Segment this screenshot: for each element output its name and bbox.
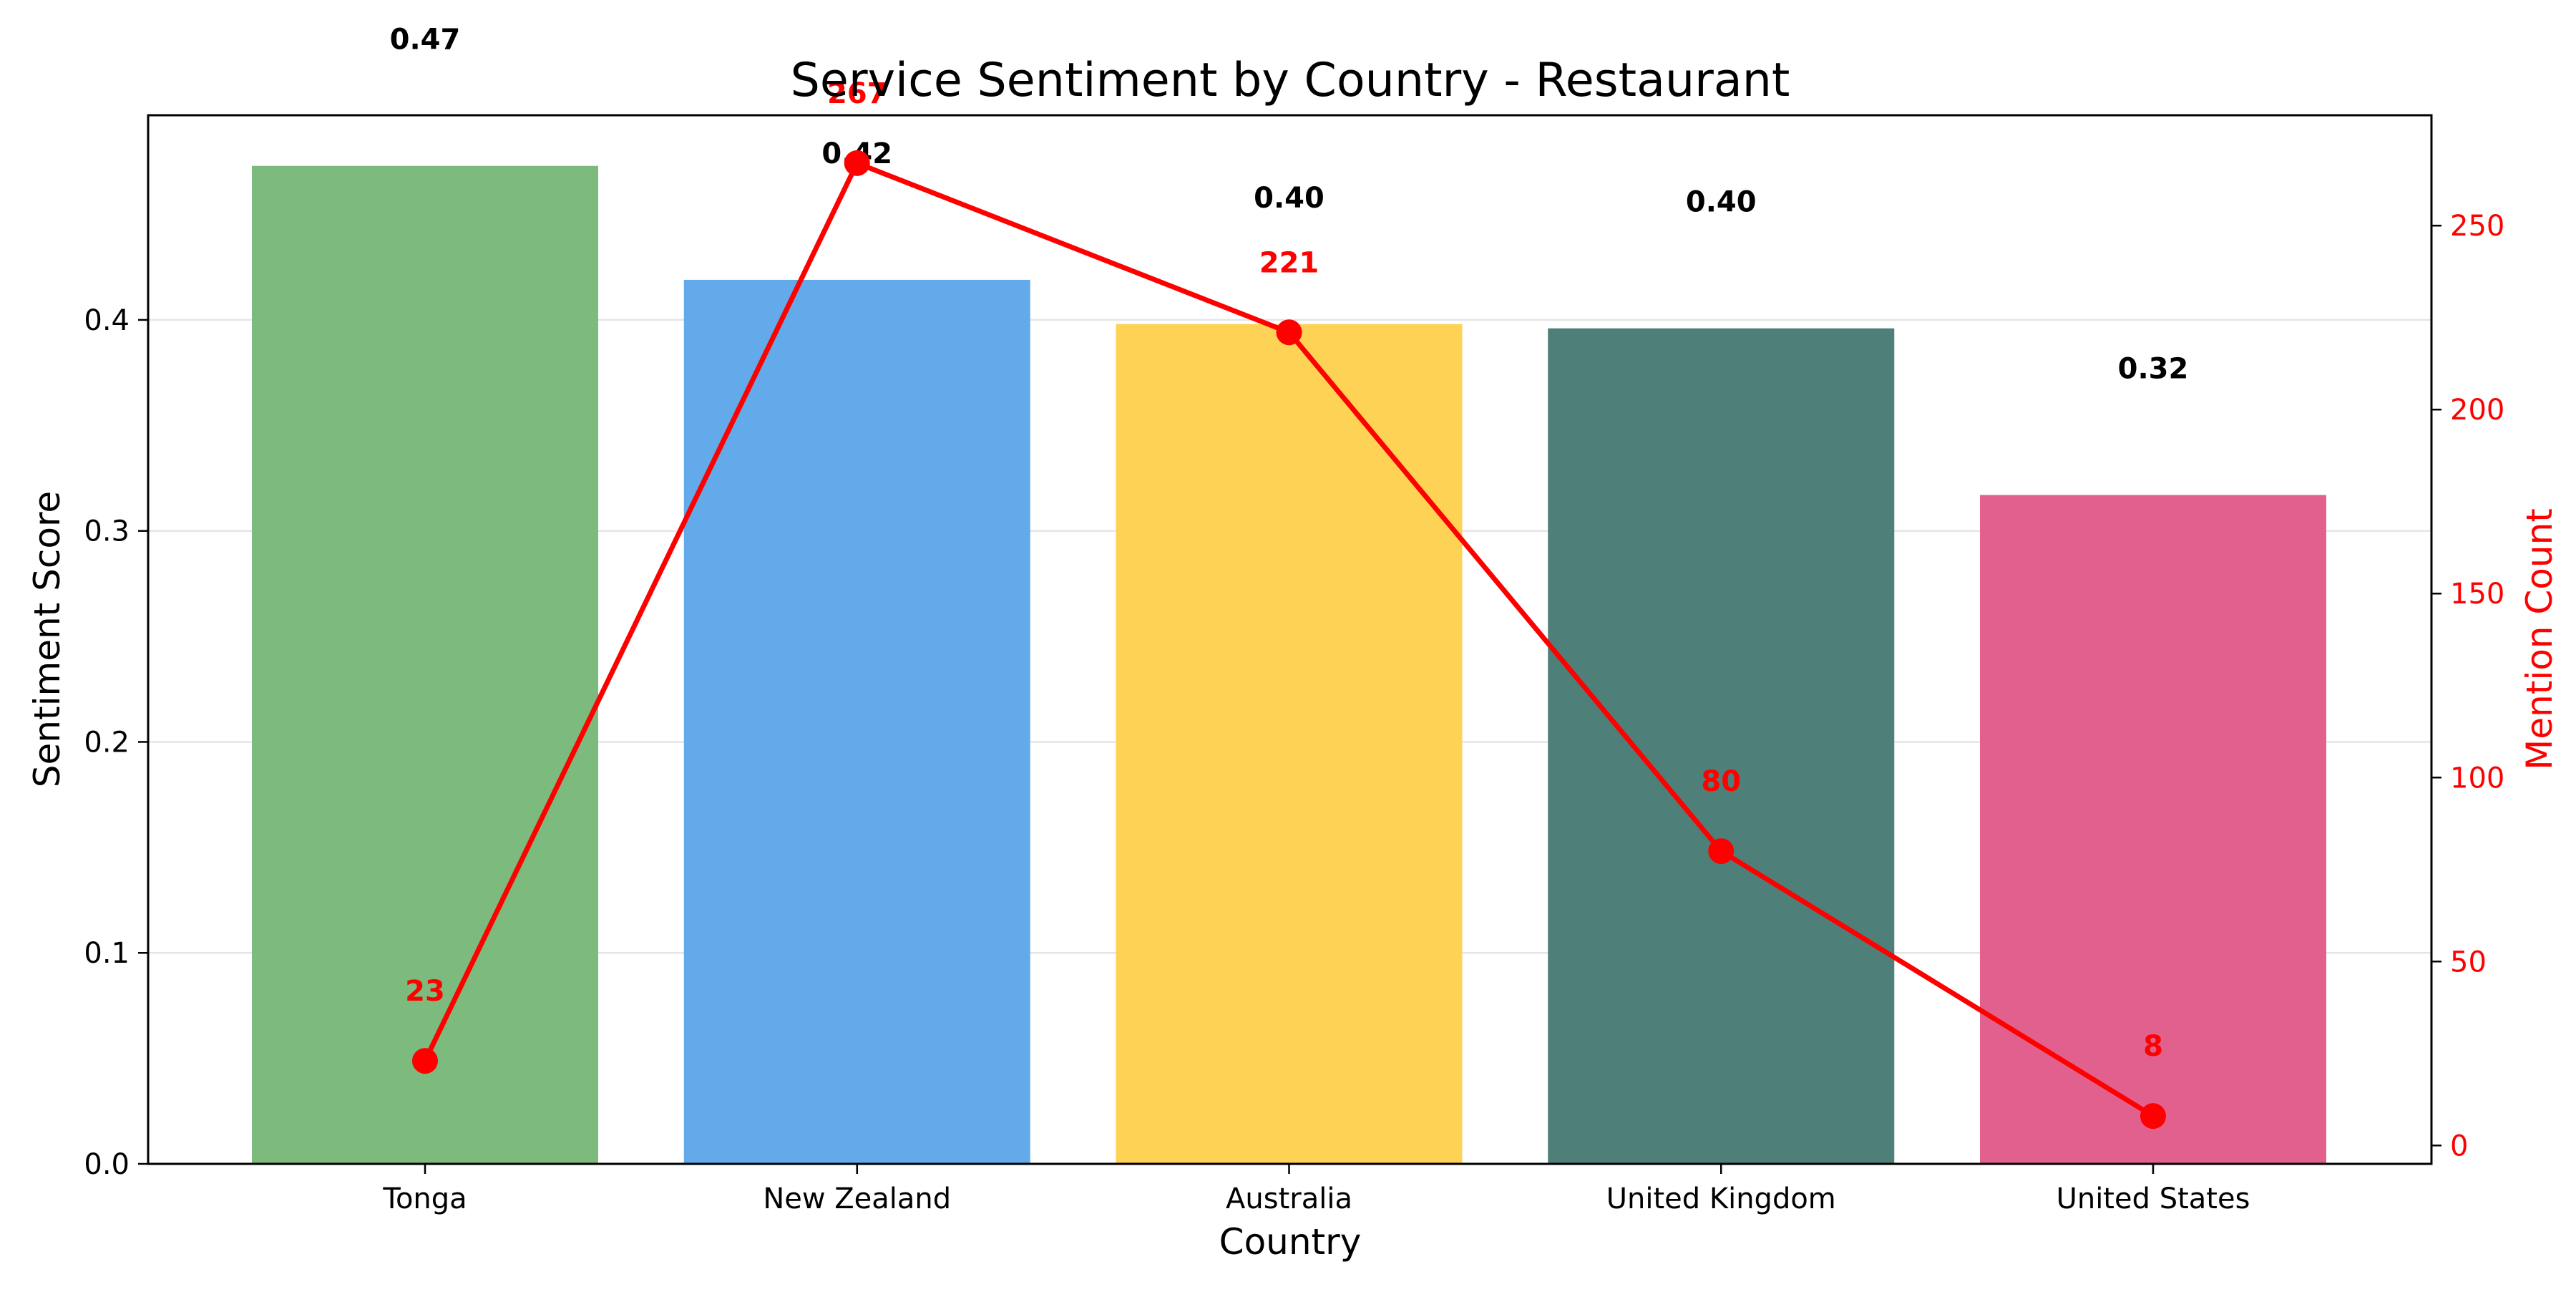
x-tick-label: United Kingdom xyxy=(1606,1182,1836,1215)
plot-frame xyxy=(147,114,2433,1165)
y-tick-label: 0.0 xyxy=(84,1148,130,1181)
y2-tick-label: 0 xyxy=(2450,1130,2468,1162)
y2-tick-label: 100 xyxy=(2450,762,2504,795)
y-tick-label: 0.4 xyxy=(84,304,130,337)
mention-point xyxy=(1276,319,1302,346)
mention-value-label: 23 xyxy=(405,975,445,1008)
y2-tick-label: 250 xyxy=(2450,210,2504,243)
y2-tick-label: 200 xyxy=(2450,394,2504,427)
mention-point xyxy=(2140,1103,2166,1130)
x-tick-label: Tonga xyxy=(382,1182,467,1215)
mention-point xyxy=(1708,838,1735,865)
mention-point xyxy=(412,1048,438,1074)
y2-axis-title: Mention Count xyxy=(2519,508,2560,770)
x-axis-title: Country xyxy=(1219,1221,1362,1263)
bar xyxy=(1548,328,1895,1164)
y2-tick-label: 150 xyxy=(2450,578,2504,611)
bar-series xyxy=(252,165,2326,1164)
y-tick-label: 0.1 xyxy=(84,937,130,970)
bar xyxy=(252,165,598,1164)
bar-value-label: 0.32 xyxy=(2118,353,2189,386)
y-tick-label: 0.3 xyxy=(84,515,130,548)
mention-value-label: 80 xyxy=(1701,765,1741,798)
mention-value-label: 267 xyxy=(827,77,887,110)
y2-tick-label: 50 xyxy=(2450,946,2487,978)
bar-value-labels: 0.470.420.400.400.32 xyxy=(390,24,2189,386)
x-tick-label: United States xyxy=(2057,1182,2250,1215)
y-tick-label: 0.2 xyxy=(84,726,130,759)
mention-value-label: 221 xyxy=(1259,246,1319,279)
bar-value-label: 0.40 xyxy=(1686,186,1757,219)
bar xyxy=(1980,495,2326,1164)
bar-value-label: 0.47 xyxy=(390,24,461,57)
bar xyxy=(1116,324,1463,1164)
mention-value-label: 8 xyxy=(2143,1030,2163,1063)
bar-value-label: 0.40 xyxy=(1254,182,1324,215)
bar xyxy=(683,279,1030,1164)
mention-count-series: 23 267 221 80 8 xyxy=(405,77,2166,1130)
y-axis-title: Sentiment Score xyxy=(26,491,68,787)
mention-point xyxy=(844,150,870,176)
x-tick-label: New Zealand xyxy=(763,1182,951,1215)
x-tick-label: Australia xyxy=(1226,1182,1352,1215)
chart-title: Service Sentiment by Country - Restauran… xyxy=(791,54,1790,107)
